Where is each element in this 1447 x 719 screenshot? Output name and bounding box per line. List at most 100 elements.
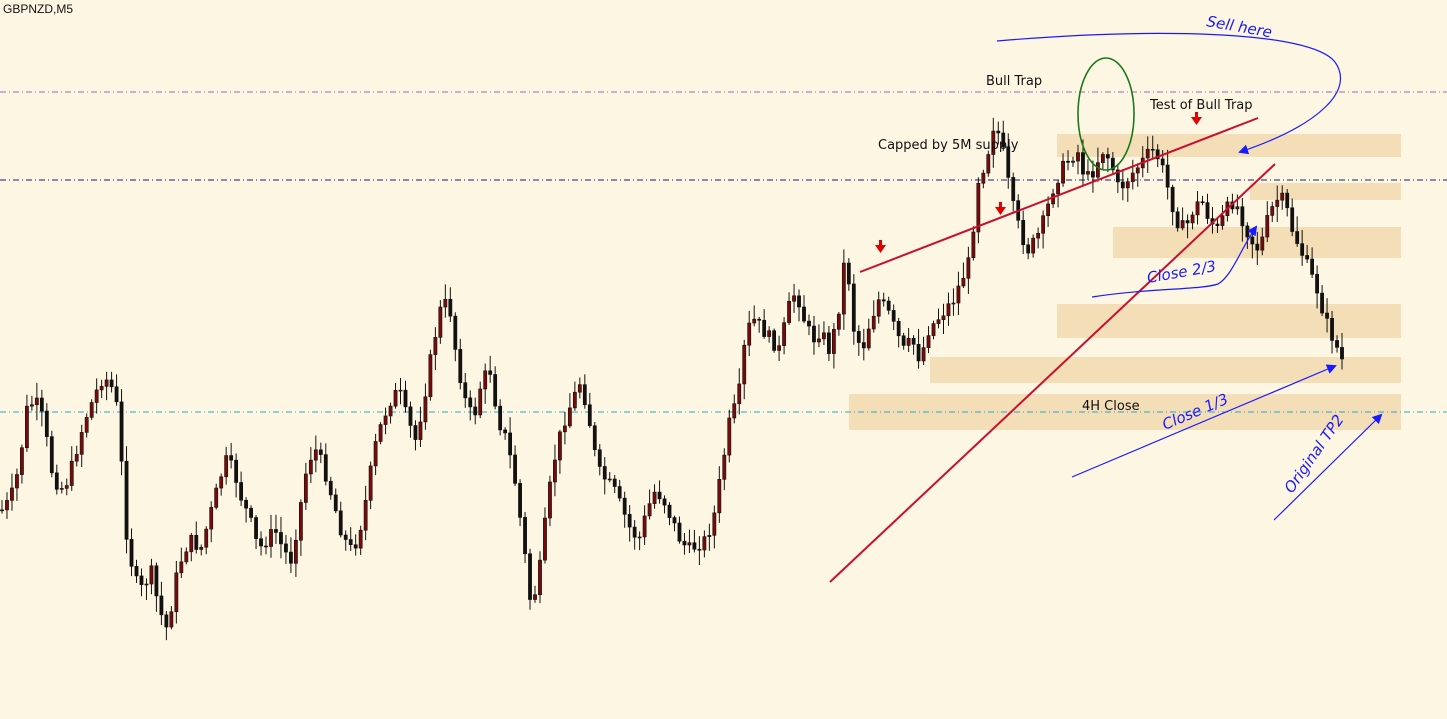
- candle-body: [513, 454, 517, 484]
- candle-body: [951, 302, 956, 305]
- candle-body: [373, 441, 378, 467]
- candle-body: [802, 306, 806, 322]
- candle-body: [1110, 157, 1115, 171]
- candle-body: [622, 497, 627, 515]
- candle-body: [169, 611, 174, 628]
- candle-body: [259, 538, 263, 547]
- candle-body: [54, 472, 59, 490]
- candle-body: [423, 396, 428, 423]
- candle-body: [69, 460, 74, 486]
- candle-body: [1290, 207, 1295, 232]
- candle-body: [762, 319, 767, 337]
- candle-body: [602, 466, 607, 480]
- candle-body: [333, 494, 338, 512]
- candle-body: [114, 386, 119, 403]
- candle-body: [1155, 149, 1160, 160]
- candle-body: [1190, 214, 1195, 224]
- candle-body: [642, 515, 647, 538]
- candle-body: [1330, 317, 1334, 341]
- close-one-third-arrow: [1071, 364, 1337, 478]
- candle-body: [553, 459, 557, 483]
- candle-body: [866, 328, 871, 349]
- candle-body: [792, 295, 796, 302]
- red-arrow-1: [875, 240, 886, 253]
- candle-body: [438, 306, 443, 338]
- candle-body: [204, 528, 209, 548]
- candle-body: [757, 318, 762, 321]
- candle-body: [1305, 255, 1310, 260]
- candle-body: [831, 329, 836, 354]
- candle-body: [657, 491, 662, 500]
- candle-body: [956, 285, 961, 304]
- candle-body: [39, 397, 44, 412]
- candle-body: [15, 474, 19, 489]
- sell-here-curve: [996, 32, 1341, 155]
- candle-body: [1275, 199, 1280, 207]
- candle-body: [777, 345, 782, 351]
- candle-body: [413, 425, 418, 440]
- candle-body: [523, 517, 527, 555]
- candle-body: [667, 504, 672, 518]
- candle-body: [1185, 220, 1190, 224]
- candle-body: [702, 536, 707, 551]
- candle-body: [876, 299, 881, 317]
- candle-body: [1320, 292, 1324, 314]
- candle-body: [692, 542, 697, 550]
- candle-body: [851, 283, 856, 332]
- candle-body: [29, 404, 34, 407]
- candle-body: [189, 534, 194, 553]
- candle-body: [981, 172, 986, 184]
- candle-body: [134, 566, 139, 577]
- candle-body: [807, 320, 811, 327]
- candle-body: [79, 432, 84, 455]
- candle-body: [478, 388, 483, 416]
- candle-body: [767, 330, 772, 337]
- candle-body: [941, 315, 946, 321]
- candle-body: [284, 543, 288, 553]
- candle-body: [971, 231, 976, 258]
- candle-body: [89, 402, 94, 418]
- candle-body: [1150, 148, 1155, 151]
- candle-body: [672, 517, 677, 524]
- candle-body: [1270, 206, 1275, 216]
- candle-body: [84, 417, 89, 433]
- candle-body: [1300, 243, 1305, 256]
- candle-body: [921, 347, 926, 362]
- candle-body: [473, 406, 478, 416]
- candle-body: [677, 522, 682, 542]
- candle-body: [358, 529, 363, 549]
- candle-body: [737, 383, 742, 405]
- candle-body: [722, 454, 727, 480]
- candle-body: [59, 488, 64, 490]
- candle-body: [453, 315, 458, 350]
- red-arrow-2: [995, 202, 1006, 215]
- candle-body: [10, 487, 14, 501]
- candle-body: [742, 344, 747, 385]
- candle-body: [936, 319, 941, 324]
- bull-trap-circle: [1077, 57, 1135, 171]
- candle-body: [1235, 206, 1240, 210]
- candle-body: [1071, 160, 1075, 163]
- candle-body: [1200, 201, 1205, 204]
- candle-body: [1001, 132, 1006, 148]
- candle-body: [518, 483, 522, 518]
- candle-body: [533, 594, 537, 600]
- candle-body: [538, 559, 542, 596]
- candle-body: [891, 310, 896, 322]
- candle-body: [1091, 171, 1095, 178]
- candle-body: [194, 534, 199, 550]
- red-arrow-3: [1191, 112, 1202, 125]
- candle-body: [1310, 258, 1315, 275]
- candle-body: [398, 389, 403, 392]
- candle-body: [104, 379, 109, 387]
- candle-body: [303, 473, 308, 503]
- candle-body: [378, 424, 383, 442]
- candle-body: [817, 338, 821, 343]
- candle-body: [1011, 177, 1016, 201]
- candle-body: [49, 436, 54, 474]
- close-two-thirds-curve: [1091, 225, 1258, 298]
- candle-body: [1285, 192, 1290, 209]
- candle-body: [403, 389, 408, 408]
- candle-body: [827, 332, 831, 354]
